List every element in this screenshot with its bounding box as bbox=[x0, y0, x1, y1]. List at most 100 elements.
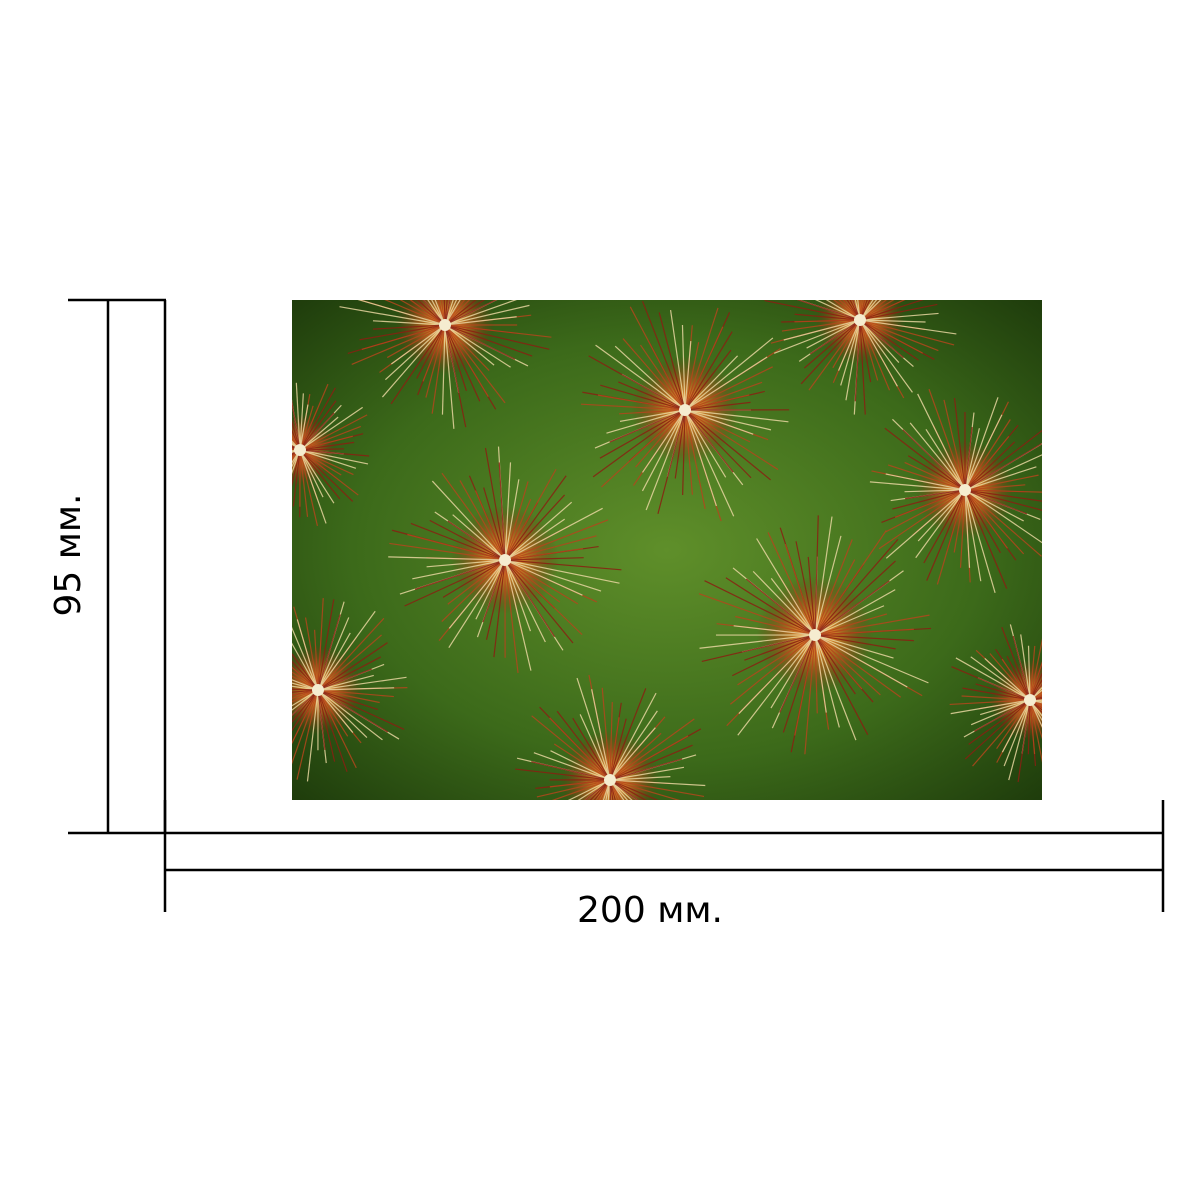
spine bbox=[317, 674, 374, 691]
spine bbox=[936, 489, 966, 585]
width-label: 200 мм. bbox=[577, 890, 723, 931]
spine bbox=[842, 300, 861, 321]
product-photo bbox=[292, 300, 1042, 800]
spine bbox=[437, 300, 446, 326]
spine bbox=[292, 449, 301, 453]
areole-center bbox=[294, 444, 306, 456]
spine bbox=[591, 689, 611, 781]
spine bbox=[292, 449, 301, 455]
spine bbox=[531, 761, 611, 781]
spine bbox=[444, 324, 516, 360]
spine bbox=[964, 443, 1042, 491]
spine bbox=[601, 687, 611, 781]
spine bbox=[629, 306, 686, 411]
spine bbox=[964, 419, 1011, 491]
spine bbox=[317, 656, 381, 691]
spine bbox=[299, 449, 357, 469]
spine bbox=[416, 324, 446, 379]
spine bbox=[1029, 699, 1042, 705]
spine bbox=[504, 559, 532, 632]
spine bbox=[814, 538, 899, 636]
spine bbox=[996, 699, 1031, 749]
spine bbox=[732, 634, 816, 677]
spine bbox=[804, 634, 816, 755]
spine bbox=[452, 514, 506, 561]
spine bbox=[725, 577, 816, 636]
spine bbox=[292, 689, 319, 711]
spine bbox=[531, 715, 611, 781]
spine bbox=[444, 324, 550, 350]
spine bbox=[1027, 699, 1031, 755]
spine bbox=[840, 319, 861, 386]
spine bbox=[292, 449, 301, 451]
spine bbox=[964, 429, 1042, 491]
spine bbox=[980, 699, 1031, 716]
spine bbox=[317, 617, 385, 691]
spine bbox=[606, 409, 686, 434]
spine bbox=[444, 300, 498, 326]
spine bbox=[1029, 699, 1042, 703]
spine bbox=[292, 653, 319, 691]
spine bbox=[292, 449, 301, 461]
spine bbox=[674, 409, 686, 479]
spine bbox=[357, 300, 446, 326]
spine bbox=[299, 449, 342, 476]
spine bbox=[444, 324, 490, 371]
areole-center bbox=[959, 484, 971, 496]
spine bbox=[794, 313, 861, 321]
spine bbox=[292, 449, 301, 455]
spine bbox=[669, 310, 686, 411]
spine bbox=[684, 341, 692, 411]
spine bbox=[964, 484, 1026, 491]
spine bbox=[292, 689, 319, 765]
spine bbox=[894, 489, 966, 518]
spine bbox=[770, 634, 816, 709]
spine bbox=[907, 455, 966, 491]
spine bbox=[609, 779, 659, 800]
cactus-areole bbox=[292, 598, 408, 782]
spine bbox=[618, 381, 686, 411]
spine bbox=[292, 689, 319, 717]
spine bbox=[684, 409, 789, 423]
spine bbox=[292, 447, 301, 451]
spine bbox=[814, 539, 853, 636]
spine bbox=[399, 300, 446, 326]
spine bbox=[909, 422, 966, 491]
spine bbox=[609, 702, 613, 781]
spine bbox=[504, 559, 583, 596]
spine bbox=[878, 489, 966, 550]
spine bbox=[825, 300, 861, 321]
spine bbox=[964, 489, 971, 568]
spine bbox=[609, 718, 695, 781]
spine bbox=[504, 559, 622, 571]
spine bbox=[299, 387, 336, 451]
spine bbox=[504, 475, 567, 561]
spine bbox=[964, 489, 1042, 493]
spine bbox=[409, 300, 446, 326]
spine bbox=[964, 489, 1001, 554]
spine bbox=[859, 300, 888, 321]
spine bbox=[1029, 699, 1042, 711]
spine bbox=[658, 312, 686, 411]
spine bbox=[317, 689, 357, 769]
spine bbox=[292, 446, 301, 451]
spine bbox=[735, 615, 816, 636]
spine bbox=[299, 449, 327, 524]
spine bbox=[292, 682, 319, 691]
spine bbox=[444, 300, 454, 326]
spine bbox=[1029, 699, 1042, 740]
spine bbox=[684, 409, 779, 471]
spine bbox=[493, 559, 506, 658]
spine bbox=[444, 300, 518, 326]
spine bbox=[814, 559, 856, 636]
spine bbox=[515, 768, 611, 781]
spine bbox=[1029, 699, 1042, 763]
spine bbox=[814, 516, 833, 636]
spine bbox=[925, 428, 966, 491]
areole-center bbox=[604, 774, 616, 786]
spine bbox=[299, 404, 309, 451]
spine bbox=[504, 498, 532, 561]
cactus-areole bbox=[949, 624, 1042, 783]
spine bbox=[859, 319, 926, 323]
spine bbox=[299, 406, 363, 451]
